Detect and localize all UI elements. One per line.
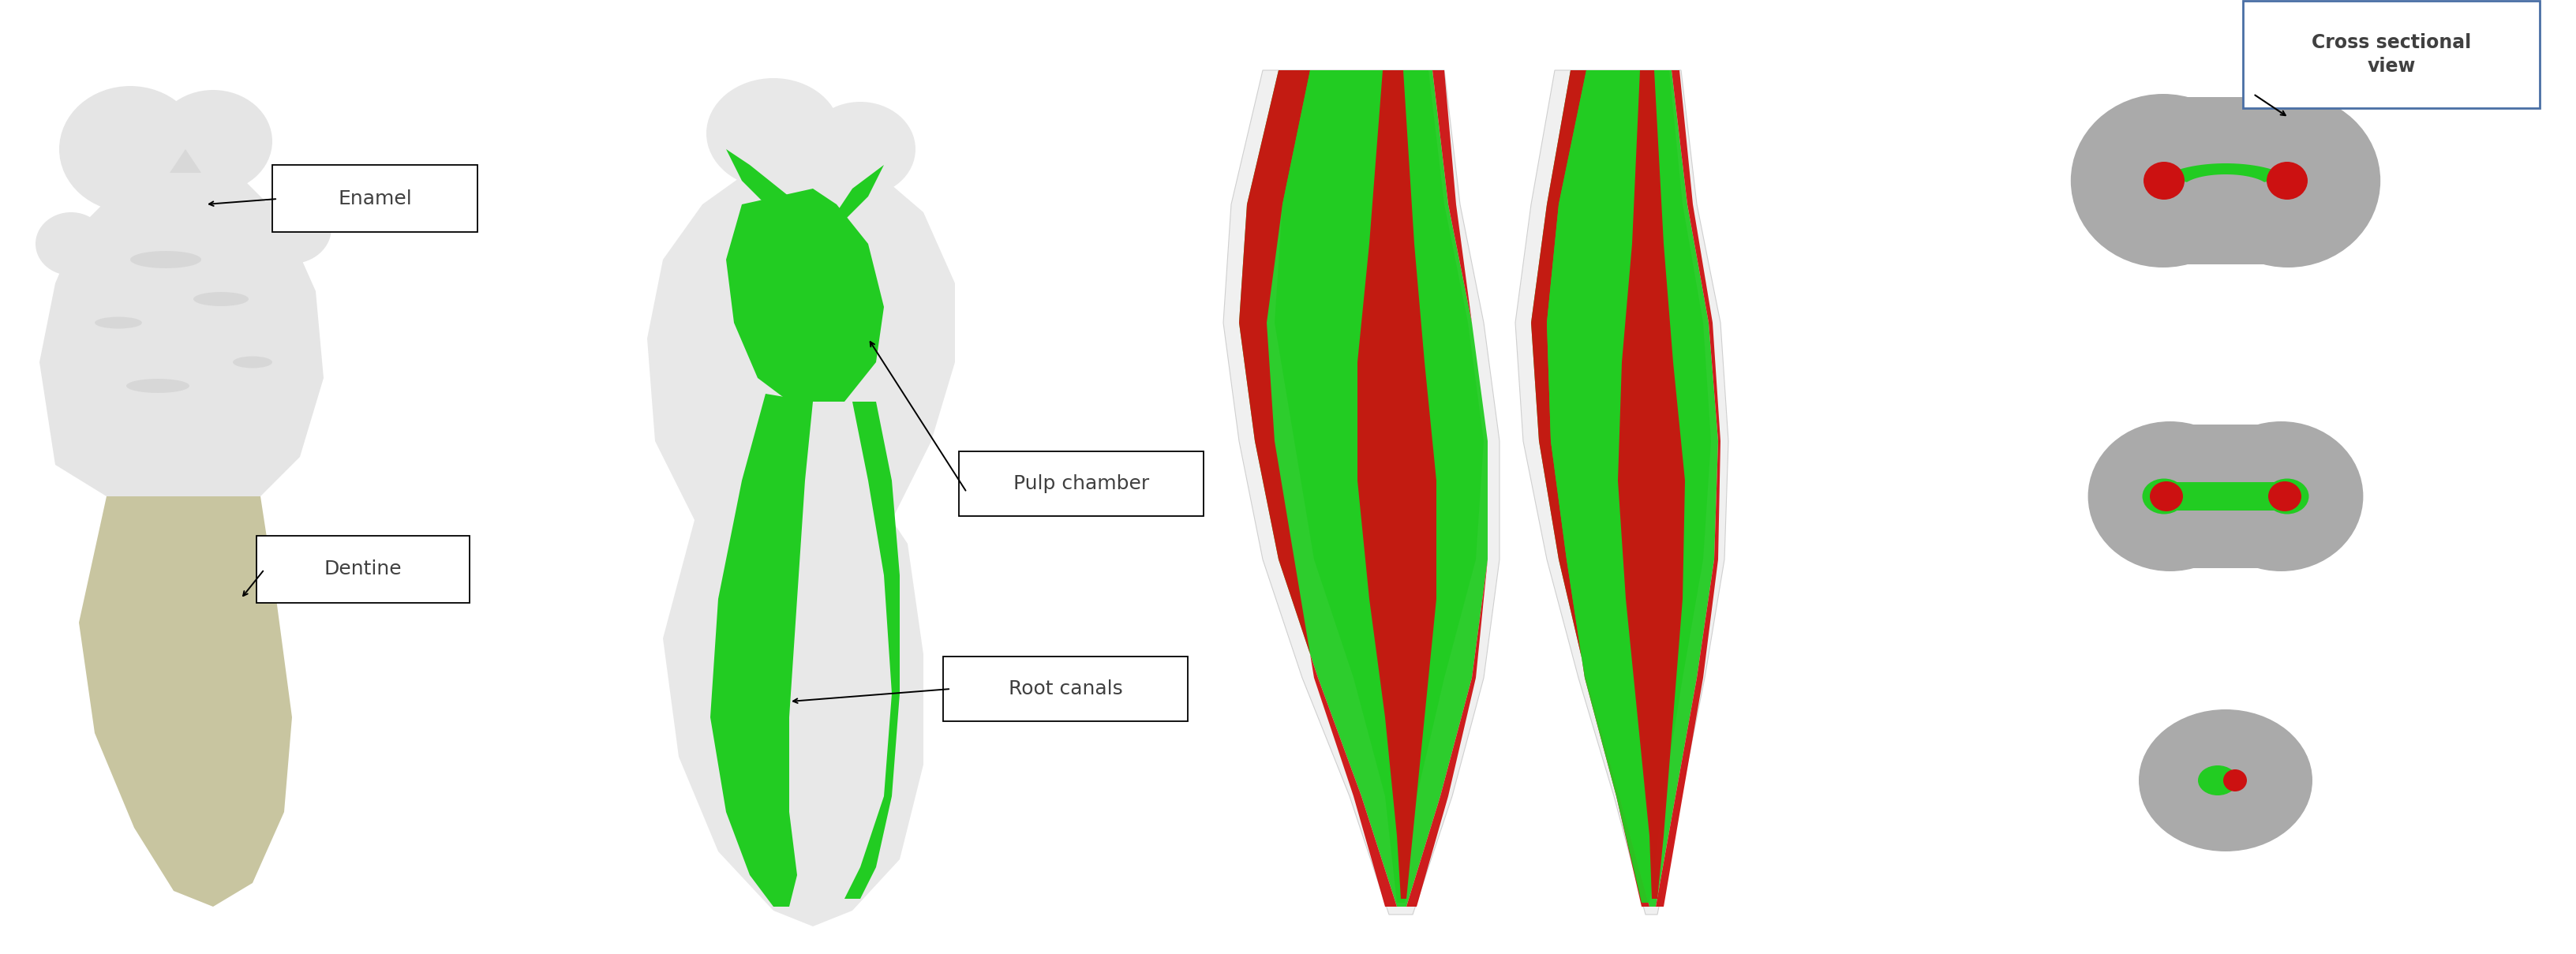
Ellipse shape [2089,422,2251,571]
FancyBboxPatch shape [958,451,1203,516]
Ellipse shape [706,78,840,189]
Ellipse shape [59,86,201,212]
Ellipse shape [2269,482,2300,511]
Polygon shape [2159,482,2293,510]
Polygon shape [1406,71,1489,906]
Ellipse shape [126,379,191,393]
Polygon shape [845,402,899,899]
Ellipse shape [2143,479,2184,514]
Polygon shape [1515,71,1728,915]
Polygon shape [647,145,956,520]
FancyBboxPatch shape [943,656,1188,721]
Ellipse shape [232,356,273,368]
Polygon shape [2161,163,2290,182]
Text: Enamel: Enamel [337,189,412,208]
Polygon shape [837,165,884,220]
FancyBboxPatch shape [273,165,477,232]
Ellipse shape [2200,422,2362,571]
Ellipse shape [2151,482,2182,511]
Ellipse shape [2223,769,2246,792]
Ellipse shape [2195,93,2380,267]
Text: Root canals: Root canals [1007,679,1123,698]
Polygon shape [1618,71,1685,899]
Polygon shape [1358,71,1437,899]
Polygon shape [726,149,788,212]
Ellipse shape [2264,479,2308,514]
Polygon shape [1224,71,1499,915]
Ellipse shape [193,292,250,306]
Text: Cross sectional
view: Cross sectional view [2311,33,2470,75]
Ellipse shape [36,212,106,276]
Polygon shape [662,520,922,926]
Ellipse shape [804,102,914,197]
FancyBboxPatch shape [258,536,469,603]
Ellipse shape [155,90,273,193]
Ellipse shape [2267,162,2308,199]
Polygon shape [711,394,814,906]
Polygon shape [1239,71,1489,906]
Ellipse shape [2143,162,2184,199]
Polygon shape [2164,97,2287,264]
Ellipse shape [95,317,142,328]
Polygon shape [1239,71,1396,906]
Ellipse shape [2071,93,2257,267]
Polygon shape [1546,71,1710,902]
Polygon shape [1530,71,1718,906]
Polygon shape [170,149,201,173]
Polygon shape [726,189,884,402]
Polygon shape [80,496,291,906]
Polygon shape [2169,425,2282,569]
Ellipse shape [2197,765,2239,796]
Ellipse shape [252,193,332,263]
Polygon shape [1530,71,1649,906]
Ellipse shape [2138,710,2313,851]
Text: Pulp chamber: Pulp chamber [1012,474,1149,493]
Polygon shape [1656,71,1721,906]
FancyBboxPatch shape [2244,1,2540,108]
Polygon shape [1275,71,1484,902]
Text: Dentine: Dentine [325,560,402,579]
Polygon shape [39,157,325,496]
Ellipse shape [131,251,201,268]
